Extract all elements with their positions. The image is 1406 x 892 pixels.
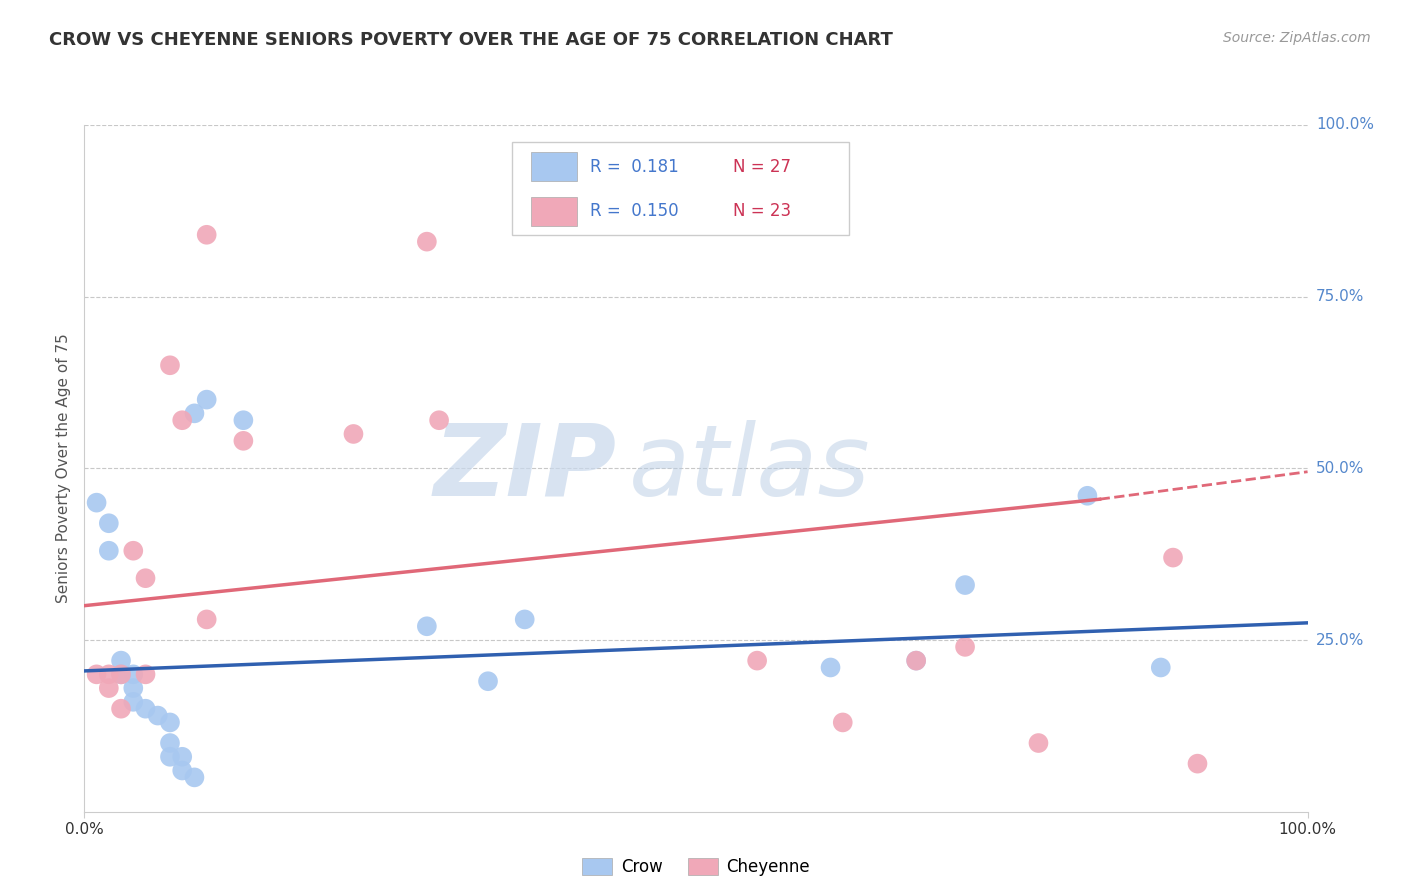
Point — [135, 701, 157, 715]
Point — [159, 358, 181, 373]
Point — [97, 516, 120, 531]
Point — [110, 654, 132, 668]
Point — [1076, 489, 1098, 503]
Point — [97, 667, 120, 681]
Point — [416, 619, 439, 633]
Point — [905, 654, 928, 668]
Point — [416, 235, 439, 249]
Text: N = 23: N = 23 — [733, 202, 790, 220]
Text: N = 27: N = 27 — [733, 158, 790, 176]
Text: Source: ZipAtlas.com: Source: ZipAtlas.com — [1223, 31, 1371, 45]
Point — [1150, 660, 1173, 674]
Point — [477, 674, 499, 689]
Point — [86, 495, 108, 509]
FancyBboxPatch shape — [531, 153, 578, 181]
Point — [110, 667, 132, 681]
Text: 25.0%: 25.0% — [1316, 632, 1364, 648]
FancyBboxPatch shape — [512, 142, 849, 235]
Point — [97, 543, 120, 558]
Text: R =  0.181: R = 0.181 — [589, 158, 678, 176]
Point — [1187, 756, 1209, 771]
Text: CROW VS CHEYENNE SENIORS POVERTY OVER THE AGE OF 75 CORRELATION CHART: CROW VS CHEYENNE SENIORS POVERTY OVER TH… — [49, 31, 893, 49]
Point — [122, 681, 145, 695]
Point — [135, 571, 157, 585]
Point — [122, 543, 145, 558]
Point — [159, 736, 181, 750]
Point — [953, 578, 976, 592]
FancyBboxPatch shape — [531, 197, 578, 226]
Text: ZIP: ZIP — [433, 420, 616, 516]
Point — [747, 654, 769, 668]
Point — [831, 715, 853, 730]
Point — [97, 681, 120, 695]
Point — [183, 770, 205, 785]
Point — [135, 667, 157, 681]
Point — [953, 640, 976, 654]
Point — [183, 406, 205, 420]
Point — [159, 749, 181, 764]
Legend: Crow, Cheyenne: Crow, Cheyenne — [576, 851, 815, 882]
Y-axis label: Seniors Poverty Over the Age of 75: Seniors Poverty Over the Age of 75 — [56, 334, 72, 603]
Point — [1161, 550, 1184, 565]
Text: R =  0.150: R = 0.150 — [589, 202, 678, 220]
Text: 75.0%: 75.0% — [1316, 289, 1364, 304]
Point — [513, 612, 536, 626]
Point — [905, 654, 928, 668]
Point — [159, 715, 181, 730]
Text: 100.0%: 100.0% — [1316, 118, 1374, 132]
Point — [122, 695, 145, 709]
Point — [172, 749, 194, 764]
Point — [195, 612, 218, 626]
Point — [195, 227, 218, 242]
Point — [232, 434, 254, 448]
Point — [820, 660, 842, 674]
Point — [172, 764, 194, 778]
Point — [110, 701, 132, 715]
Point — [172, 413, 194, 427]
Point — [146, 708, 169, 723]
Point — [342, 426, 364, 441]
Text: atlas: atlas — [628, 420, 870, 516]
Point — [232, 413, 254, 427]
Text: 50.0%: 50.0% — [1316, 461, 1364, 475]
Point — [195, 392, 218, 407]
Point — [122, 667, 145, 681]
Point — [86, 667, 108, 681]
Point — [110, 667, 132, 681]
Point — [1028, 736, 1050, 750]
Point — [427, 413, 450, 427]
